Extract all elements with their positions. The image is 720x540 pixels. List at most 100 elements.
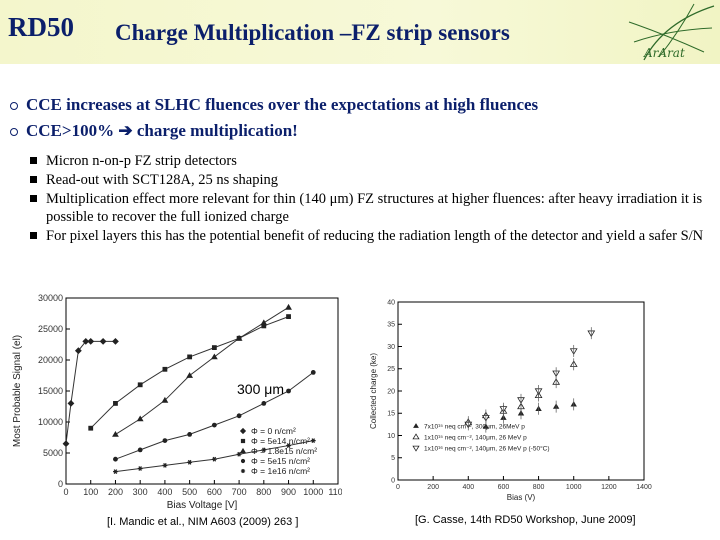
top-bullet: CCE increases at SLHC fluences over the … <box>10 92 716 118</box>
x-tick-label: 800 <box>256 487 271 497</box>
data-point <box>240 438 246 444</box>
data-point <box>187 432 193 437</box>
legend-entry: 1x10¹⁵ neq cm⁻², 140μm, 26 MeV p <box>424 434 527 441</box>
data-point <box>235 334 243 341</box>
data-point <box>286 443 291 448</box>
logo-text: ArArat <box>643 46 685 60</box>
data-point <box>113 469 118 475</box>
legend-entry: 1x10¹⁶ neq cm⁻², 140μm, 26 MeV p (-50°C) <box>424 444 550 452</box>
bullet-square-icon <box>30 232 37 239</box>
y-tick-label: 25 <box>387 366 395 373</box>
legend-entry: Φ = 5e15 n/cm² <box>251 456 310 466</box>
top-bullet: CCE>100% ➔ charge multiplication! <box>10 118 716 144</box>
data-point <box>310 438 316 444</box>
left-caption: [I. Mandic et al., NIM A603 (2009) 263 ] <box>107 516 299 528</box>
legend-entry: Φ = 1e16 n/cm² <box>251 466 310 476</box>
data-point <box>161 396 169 403</box>
sub-bullet: Read-out with SCT128A, 25 ns shaping <box>30 171 718 189</box>
data-point <box>240 468 246 474</box>
bullet-dot-icon <box>10 128 18 136</box>
thickness-label: 300 μm <box>237 381 284 397</box>
data-point <box>113 456 118 462</box>
data-point <box>310 370 316 375</box>
data-point <box>187 354 193 360</box>
y-tick-label: 5 <box>391 455 395 462</box>
x-tick-label: 600 <box>207 487 222 497</box>
legend-entry: Φ = 1.8e15 n/cm² <box>251 446 317 456</box>
x-tick-label: 0 <box>63 487 68 497</box>
data-point <box>99 338 107 345</box>
data-point <box>137 382 143 388</box>
y-axis-label: Most Probable Signal (el) <box>12 335 23 447</box>
slide-title: Charge Multiplication –FZ strip sensors <box>115 20 510 45</box>
x-tick-label: 200 <box>108 487 123 497</box>
y-tick-label: 10 <box>387 433 395 440</box>
rd50-logo: ArArat <box>628 3 715 61</box>
y-tick-label: 25000 <box>38 324 63 334</box>
y-tick-label: 0 <box>391 477 395 484</box>
data-point <box>210 353 218 360</box>
x-tick-label: 600 <box>498 484 510 491</box>
data-point <box>286 388 291 394</box>
right-chart: 0 200 400 600 800 1000 1200 1400 0 5 10 15 20 25 30 35 4… <box>369 299 652 502</box>
x-tick-label: 1000 <box>566 484 582 491</box>
x-tick-label: 400 <box>157 487 172 497</box>
data-point <box>162 438 168 443</box>
data-point <box>67 400 75 407</box>
data-point <box>239 447 247 454</box>
bullet-square-icon <box>30 176 37 183</box>
header-band <box>0 0 720 64</box>
data-point <box>162 366 168 372</box>
data-point <box>136 415 144 422</box>
plot-frame <box>397 301 645 481</box>
sub-bullet: Multiplication effect more relevant for … <box>30 190 718 226</box>
data-point <box>261 447 267 453</box>
data-point <box>211 422 217 428</box>
sub-bullet: For pixel layers this has the potential … <box>30 227 718 245</box>
data-point <box>285 303 292 310</box>
data-point <box>74 347 82 355</box>
series-line <box>115 306 289 435</box>
y-tick-label: 30 <box>387 344 395 351</box>
data-point <box>261 401 267 406</box>
data-point <box>112 431 119 437</box>
x-tick-label: 200 <box>427 484 439 491</box>
y-axis-label: Collected charge (ke) <box>369 353 378 429</box>
legend-entry: 7x10¹⁵ neq cm⁻², 300μm, 26MeV p <box>424 423 525 430</box>
data-point <box>137 466 143 471</box>
x-tick-label: 500 <box>182 487 197 497</box>
y-tick-label: 10000 <box>38 417 63 427</box>
data-point <box>113 401 118 406</box>
y-tick-label: 15000 <box>38 386 63 396</box>
data-point <box>88 425 94 431</box>
data-point <box>236 413 242 419</box>
x-tick-label: 1400 <box>636 484 652 491</box>
x-tick-label: 900 <box>281 487 296 497</box>
data-point <box>286 314 291 319</box>
bullet-dot-icon <box>10 102 18 110</box>
sub-bullet-list: Micron n-on-p FZ strip detectors Read-ou… <box>30 152 718 246</box>
data-point <box>240 458 246 464</box>
x-tick-label: 300 <box>133 487 148 497</box>
data-point <box>236 451 242 457</box>
x-axis-label: Bias Voltage [V] <box>167 500 238 511</box>
data-point <box>62 440 70 448</box>
y-tick-label: 30000 <box>38 293 63 303</box>
y-tick-label: 20000 <box>38 355 63 365</box>
bullet-square-icon <box>30 157 37 164</box>
data-point <box>211 456 217 462</box>
y-tick-label: 0 <box>58 479 63 489</box>
data-point <box>162 462 168 468</box>
data-point <box>87 338 95 345</box>
y-tick-label: 15 <box>387 411 395 418</box>
data-point <box>413 423 419 428</box>
x-tick-label: 1200 <box>601 484 617 491</box>
data-point <box>239 427 247 435</box>
x-tick-label: 0 <box>396 484 400 491</box>
x-tick-label: 700 <box>232 487 247 497</box>
x-tick-label: 1000 <box>303 487 323 497</box>
x-tick-label: 100 <box>83 487 98 497</box>
sub-bullet: Micron n-on-p FZ strip detectors <box>30 152 718 170</box>
data-point <box>261 323 267 329</box>
